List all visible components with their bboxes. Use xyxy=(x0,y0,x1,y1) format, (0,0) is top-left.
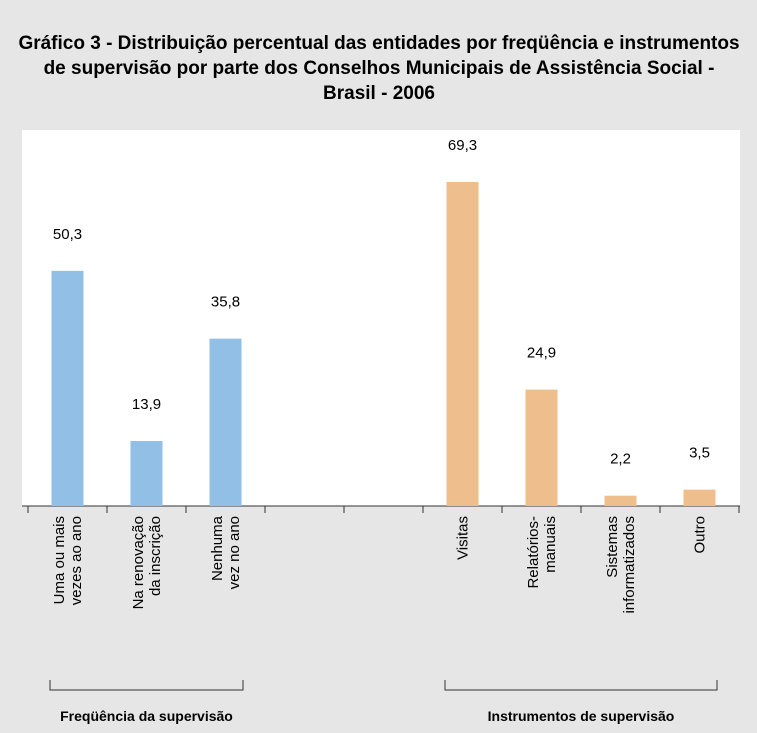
group-bracket xyxy=(49,680,244,691)
x-tick-label: Sistemasinformatizados xyxy=(604,516,638,614)
bar xyxy=(525,389,558,506)
x-tick-label: Uma ou maisvezes ao ano xyxy=(51,516,85,605)
bar xyxy=(683,489,716,506)
value-label: 3,5 xyxy=(689,445,710,462)
x-tick-label: Nenhumavez no ano xyxy=(209,515,243,589)
value-label: 13,9 xyxy=(132,396,161,413)
bar xyxy=(51,270,84,506)
value-label: 69,3 xyxy=(448,137,477,154)
chart-title: Gráfico 3 - Distribuição percentual das … xyxy=(18,33,740,104)
bar xyxy=(209,338,242,506)
x-tick-label: Na renovaçãoda inscrição xyxy=(130,516,164,609)
group-label: Freqüência da supervisão xyxy=(60,708,233,724)
x-tick-label: Visitas xyxy=(455,516,472,560)
value-label: 35,8 xyxy=(211,294,240,311)
bar xyxy=(130,441,163,506)
x-tick-label: Outro xyxy=(692,516,709,554)
plot-area xyxy=(22,130,740,506)
group-bracket xyxy=(444,680,718,691)
bar xyxy=(604,495,637,506)
group-label: Instrumentos de supervisão xyxy=(488,708,675,724)
value-label: 24,9 xyxy=(527,345,556,362)
value-label: 2,2 xyxy=(610,451,631,468)
x-tick-label: Relatórios-manuais xyxy=(525,516,559,589)
bar xyxy=(446,182,479,506)
value-label: 50,3 xyxy=(53,226,82,243)
